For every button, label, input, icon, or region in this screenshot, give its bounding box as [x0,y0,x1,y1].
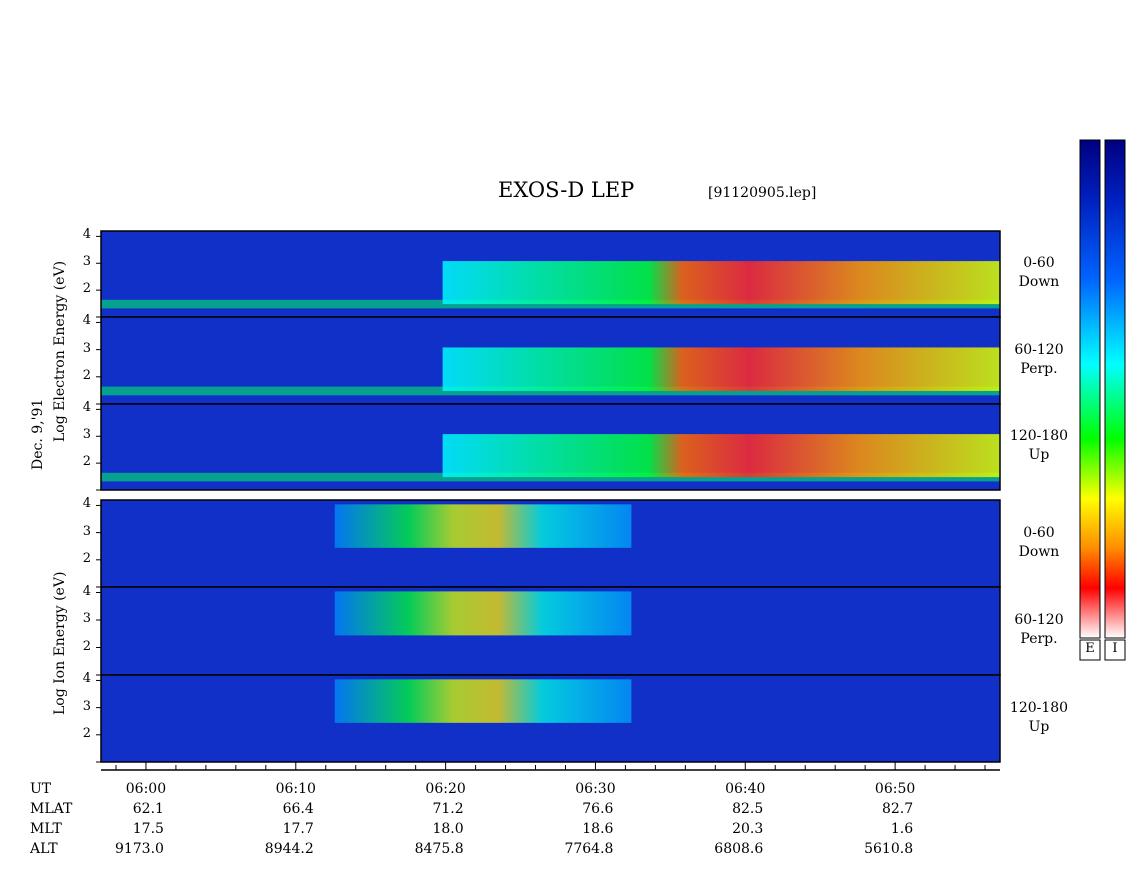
orbit-value: 8944.2 [264,841,314,857]
orbit-value: 82.7 [881,801,914,817]
x-tick-label: 06:20 [425,781,466,797]
x-tick-label: 06:40 [725,781,766,797]
orbit-value: 66.4 [282,801,314,817]
y-tick-label: 2 [82,367,91,383]
y-tick-label: 3 [82,698,91,714]
colorbar [1104,139,1126,639]
y-tick-label: 2 [82,550,91,566]
orbit-value: 82.5 [732,801,764,817]
panel-label: 60-120 Perp. [999,341,1079,379]
y-tick-label: 3 [82,427,91,443]
pitch-angle-label: 120-180 [1009,428,1069,444]
panel-frame [100,674,1001,763]
orbit-value: 5610.8 [864,841,914,857]
pitch-angle-label: 60-120 [1014,612,1064,628]
ion-axis-label: Log Ion Energy (eV) [52,571,68,715]
orbit-value: 9173.0 [114,841,164,857]
y-tick-label: 3 [82,523,91,539]
orbit-value: 7764.8 [564,841,614,857]
direction-label: Up [1028,447,1050,463]
orbit-value: 18.6 [582,821,614,837]
file-name: [91120905.lep] [708,185,817,201]
orbit-row-label: MLT [30,821,62,837]
y-tick-label: 2 [82,725,91,741]
orbit-value: 76.6 [582,801,614,817]
orbit-value: 71.2 [432,801,464,817]
pitch-angle-label: 0-60 [1023,524,1055,541]
colorbar-label: I [1112,641,1118,656]
colorbar-label-box [1104,639,1126,661]
direction-label: Perp. [1020,360,1058,377]
y-tick-label: 2 [82,281,91,297]
y-tick-label: 4 [82,583,91,599]
y-tick-label: 3 [82,611,91,626]
chart-title: EXOS-D LEP [498,178,635,202]
orbit-value: 18.0 [432,821,464,837]
x-tick-label: 06:50 [874,781,916,797]
y-tick-label: 2 [82,454,91,470]
panel-label: 120-180 Up [999,699,1079,737]
y-tick-label: 4 [82,496,91,512]
orbit-value: 62.1 [132,801,164,817]
x-tick-label: 06:00 [125,781,167,797]
orbit-row-label: MLAT [30,801,73,817]
orbit-row-label: UT [30,781,52,797]
x-tick-label: 06:10 [275,781,316,797]
panel-frame [100,403,1001,491]
orbit-value: 17.5 [132,821,164,837]
y-tick-label: 4 [82,227,91,243]
colorbar [1079,139,1101,639]
orbit-value: 1.6 [890,821,914,837]
flux-band [334,679,632,723]
flux-band [334,591,632,636]
y-tick-label: 3 [82,254,91,270]
panel-label: 0-60 Down [999,524,1079,562]
direction-label: Up [1028,718,1050,735]
y-tick-label: 3 [82,340,91,356]
panel-label: 60-120 Perp. [999,611,1079,649]
orbit-value: 17.7 [282,821,314,837]
y-tick-label: 2 [82,638,91,654]
orbit-value: 20.3 [732,821,764,837]
flux-band [442,261,1000,305]
direction-label: Down [1018,543,1060,560]
colorbar-label-box [1079,639,1101,661]
panel-label: 120-180 Up [999,427,1079,465]
orbit-row-label: ALT [30,841,58,857]
y-tick-label: 4 [82,400,91,416]
pitch-angle-label: 60-120 [1014,341,1064,358]
pitch-angle-label: 120-180 [1009,699,1069,716]
colorbar-label: E [1085,641,1095,656]
direction-label: Perp. [1020,631,1058,647]
x-tick-label: 06:30 [575,781,616,797]
flux-band [334,504,632,548]
flux-band [442,347,1000,391]
flux-band [442,434,1000,478]
electron-axis-label: Log Electron Energy (eV) [52,260,68,442]
y-tick-label: 4 [82,671,91,687]
orbit-value: 8475.8 [414,841,464,857]
y-tick-label: 4 [82,313,91,329]
direction-label: Down [1018,274,1060,290]
pitch-angle-label: 0-60 [1023,255,1055,271]
orbit-value: 6808.6 [714,841,764,857]
panel-label: 0-60 Down [999,254,1079,292]
